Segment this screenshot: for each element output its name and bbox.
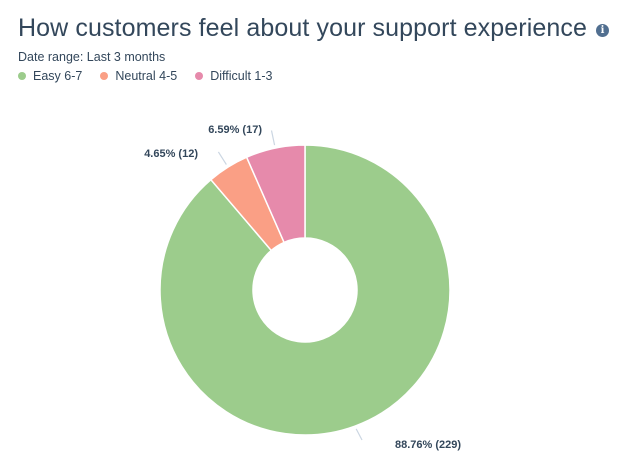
- info-icon[interactable]: i: [595, 24, 609, 37]
- legend-item-easy[interactable]: Easy 6-7: [18, 69, 82, 83]
- donut-slice-difficult[interactable]: [245, 144, 306, 244]
- chart-title: How customers feel about your support ex…: [18, 14, 587, 42]
- title-row: How customers feel about your support ex…: [18, 14, 627, 43]
- legend-item-difficult[interactable]: Difficult 1-3: [195, 69, 272, 83]
- donut-slice-easy[interactable]: [159, 144, 451, 436]
- date-range-label: Date range: Last 3 months: [18, 50, 166, 64]
- legend-label-difficult: Difficult 1-3: [210, 69, 273, 83]
- leader-line-easy: [355, 428, 363, 441]
- legend-item-neutral[interactable]: Neutral 4-5: [100, 69, 177, 83]
- legend-label-neutral: Neutral 4-5: [115, 69, 178, 83]
- legend: Easy 6-7 Neutral 4-5 Difficult 1-3: [18, 69, 627, 83]
- legend-dot-easy: [18, 72, 26, 80]
- legend-dot-difficult: [195, 72, 204, 80]
- leader-line-neutral: [217, 151, 227, 165]
- chart-header: How customers feel about your support ex…: [18, 14, 627, 83]
- slice-label-easy: 88.76% (229): [395, 439, 461, 451]
- legend-label-easy: Easy 6-7: [33, 69, 83, 83]
- slice-label-neutral: 4.65% (12): [144, 148, 198, 160]
- slice-label-difficult: 6.59% (17): [208, 124, 262, 136]
- leader-line-difficult: [270, 130, 276, 146]
- legend-dot-neutral: [100, 72, 109, 80]
